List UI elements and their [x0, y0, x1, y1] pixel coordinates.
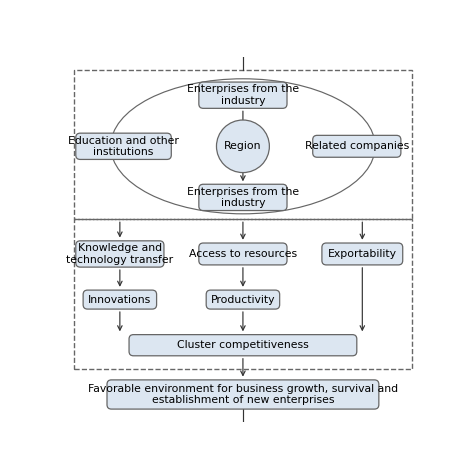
FancyBboxPatch shape: [206, 290, 280, 309]
FancyBboxPatch shape: [107, 380, 379, 409]
Text: Favorable environment for business growth, survival and
establishment of new ent: Favorable environment for business growt…: [88, 383, 398, 405]
Text: Access to resources: Access to resources: [189, 249, 297, 259]
Bar: [74, 70, 412, 219]
Text: Related companies: Related companies: [305, 141, 409, 151]
Text: Cluster competitiveness: Cluster competitiveness: [177, 340, 309, 350]
FancyBboxPatch shape: [199, 243, 287, 265]
FancyBboxPatch shape: [83, 290, 156, 309]
FancyBboxPatch shape: [76, 241, 164, 267]
Text: Education and other
institutions: Education and other institutions: [68, 136, 179, 157]
Text: Exportability: Exportability: [328, 249, 397, 259]
Text: Innovations: Innovations: [88, 295, 152, 305]
Circle shape: [217, 120, 269, 173]
Text: Enterprises from the
industry: Enterprises from the industry: [187, 84, 299, 106]
FancyBboxPatch shape: [129, 335, 357, 356]
Text: Knowledge and
technology transfer: Knowledge and technology transfer: [66, 243, 173, 265]
FancyBboxPatch shape: [322, 243, 403, 265]
FancyBboxPatch shape: [199, 82, 287, 109]
Text: Productivity: Productivity: [210, 295, 275, 305]
FancyBboxPatch shape: [199, 184, 287, 210]
FancyBboxPatch shape: [313, 136, 401, 157]
Text: Enterprises from the
industry: Enterprises from the industry: [187, 187, 299, 208]
Bar: [74, 219, 412, 369]
Text: Region: Region: [224, 141, 262, 151]
FancyBboxPatch shape: [76, 133, 171, 159]
